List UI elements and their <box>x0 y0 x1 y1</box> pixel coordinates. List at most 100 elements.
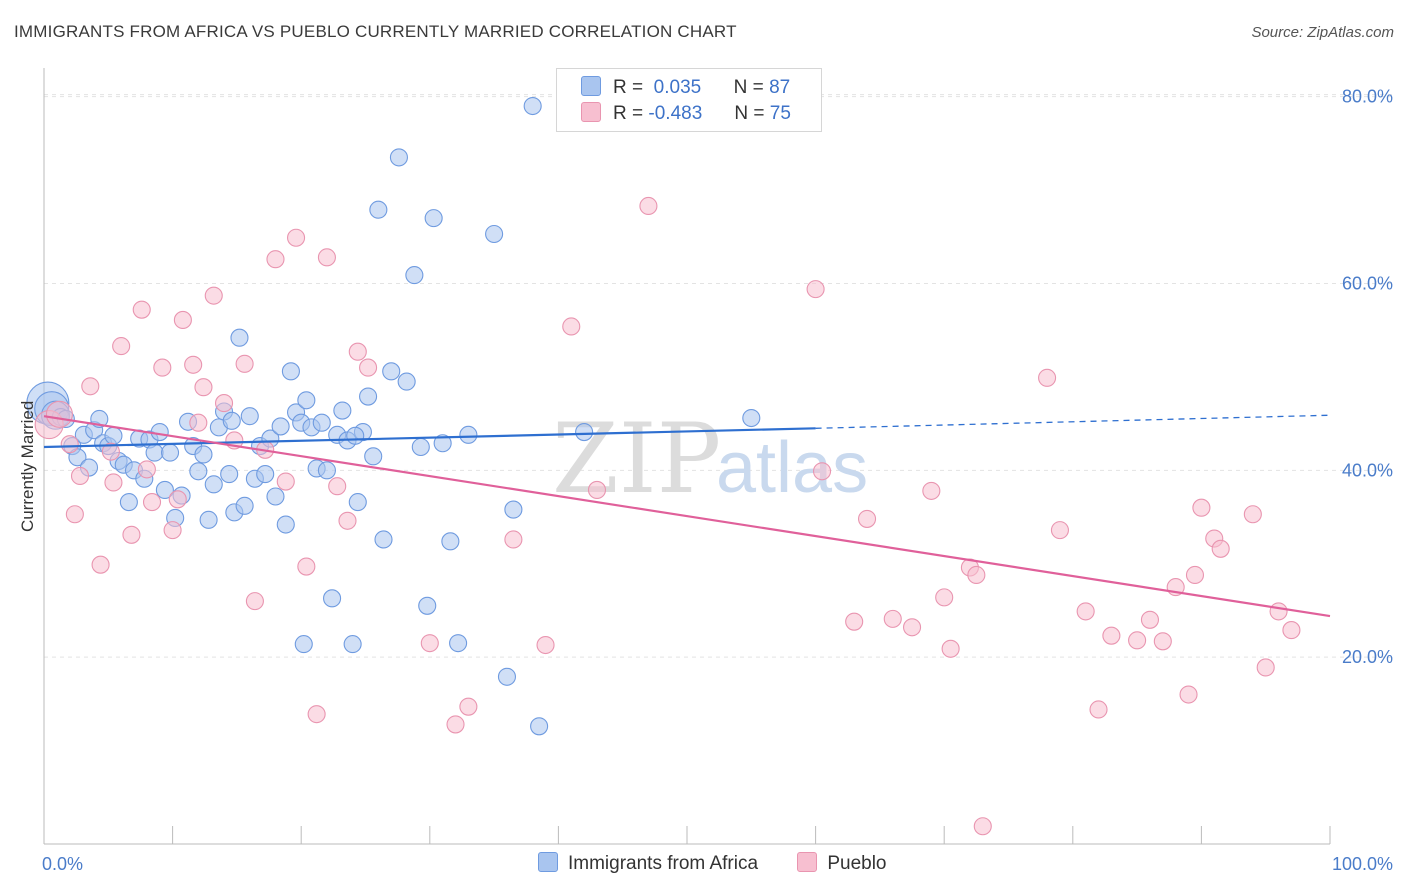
series-swatch-pueblo <box>797 852 818 872</box>
point-pueblo <box>1282 621 1301 640</box>
point-pueblo <box>1256 658 1275 677</box>
point-africa <box>374 530 393 549</box>
trend-lines <box>43 414 1331 618</box>
point-pueblo <box>562 317 581 336</box>
point-pueblo <box>91 555 110 574</box>
trend-line-africa <box>43 427 816 449</box>
series-legend-africa[interactable]: Immigrants from Africa <box>538 852 758 875</box>
point-africa <box>523 96 542 116</box>
legend-r-label: R = <box>613 77 644 98</box>
point-pueblo <box>1269 602 1288 621</box>
series-legend: Immigrants from Africa Pueblo <box>538 852 921 875</box>
watermark: ZIP atlas <box>552 403 868 515</box>
point-pueblo <box>266 250 285 269</box>
x-tick-label-max: 100.0% <box>1332 854 1393 874</box>
point-africa <box>256 465 275 484</box>
point-pueblo <box>1179 685 1198 704</box>
point-pueblo <box>317 248 336 267</box>
point-africa <box>449 634 468 653</box>
trend-line-pueblo <box>43 415 1331 618</box>
point-pueblo <box>1185 565 1205 585</box>
point-africa <box>297 391 316 410</box>
point-africa <box>424 209 443 228</box>
axes <box>43 68 1331 845</box>
point-africa <box>199 510 218 529</box>
point-pueblo <box>922 481 941 500</box>
point-pueblo <box>1089 700 1108 719</box>
point-africa <box>104 426 123 445</box>
point-africa <box>530 717 549 736</box>
point-pueblo <box>194 378 213 397</box>
point-pueblo <box>857 509 877 528</box>
point-pueblo <box>973 817 992 836</box>
point-africa <box>433 434 452 453</box>
point-pueblo <box>189 413 208 432</box>
point-africa <box>382 362 401 381</box>
point-pueblo <box>168 490 187 509</box>
trend-line-africa-extension <box>815 414 1331 429</box>
legend-row-africa: R = 0.035 N = 87 <box>581 76 790 100</box>
point-pueblo <box>328 477 347 496</box>
point-africa <box>119 493 138 512</box>
point-africa <box>411 437 430 457</box>
point-africa <box>276 515 295 534</box>
point-africa <box>397 372 416 391</box>
point-pueblo <box>45 400 73 428</box>
point-africa <box>504 500 523 519</box>
point-pueblo <box>536 635 555 655</box>
point-pueblo <box>173 310 192 329</box>
point-pueblo <box>1153 632 1172 651</box>
point-pueblo <box>812 462 832 481</box>
point-africa <box>497 667 517 686</box>
point-africa <box>222 411 241 430</box>
series-label-pueblo: Pueblo <box>827 853 887 874</box>
point-pueblo <box>297 557 316 576</box>
point-pueblo <box>504 530 523 549</box>
data-points <box>26 96 1301 836</box>
point-pueblo <box>163 521 182 540</box>
tick-labels: 20.0% 40.0% 60.0% 80.0% 0.0% 100.0% <box>42 87 1393 874</box>
point-africa <box>204 475 223 494</box>
y-axis-label: Currently Married <box>18 401 37 532</box>
watermark-zip: ZIP <box>552 403 721 515</box>
point-africa <box>389 148 408 167</box>
point-africa <box>359 387 378 406</box>
legend-r-value-africa: 0.035 <box>653 77 702 98</box>
point-pueblo <box>104 473 123 492</box>
correlation-legend: R = 0.035 N = 87 R = -0.483 N = 75 <box>556 68 822 132</box>
point-pueblo <box>338 511 357 530</box>
point-pueblo <box>1128 631 1147 650</box>
point-pueblo <box>587 480 607 500</box>
point-africa <box>348 493 367 512</box>
point-africa <box>189 462 208 481</box>
point-pueblo <box>1050 521 1069 540</box>
legend-swatch-africa <box>581 76 601 96</box>
point-pueblo <box>60 435 79 454</box>
point-pueblo <box>276 472 295 491</box>
point-pueblo <box>420 634 439 653</box>
point-pueblo <box>348 342 367 361</box>
point-africa <box>230 328 249 347</box>
point-africa <box>343 635 362 654</box>
point-pueblo <box>132 300 151 319</box>
point-pueblo <box>359 358 378 377</box>
point-pueblo <box>1140 610 1160 629</box>
point-pueblo <box>153 358 172 377</box>
point-africa <box>266 487 285 506</box>
legend-r-label: R = <box>613 103 644 124</box>
point-pueblo <box>1102 626 1121 645</box>
point-pueblo <box>122 525 141 544</box>
point-africa <box>418 596 437 615</box>
point-africa <box>281 362 300 381</box>
point-africa <box>441 532 460 551</box>
y-tick-label: 80.0% <box>1342 87 1393 107</box>
legend-swatch-pueblo <box>581 102 601 122</box>
point-pueblo <box>184 355 203 374</box>
point-africa <box>155 480 174 500</box>
point-africa <box>333 401 352 420</box>
series-legend-pueblo[interactable]: Pueblo <box>797 852 887 875</box>
legend-n-value-africa: 87 <box>769 77 791 98</box>
point-pueblo <box>1211 539 1230 558</box>
point-pueblo <box>459 697 478 716</box>
point-pueblo <box>1192 498 1211 517</box>
